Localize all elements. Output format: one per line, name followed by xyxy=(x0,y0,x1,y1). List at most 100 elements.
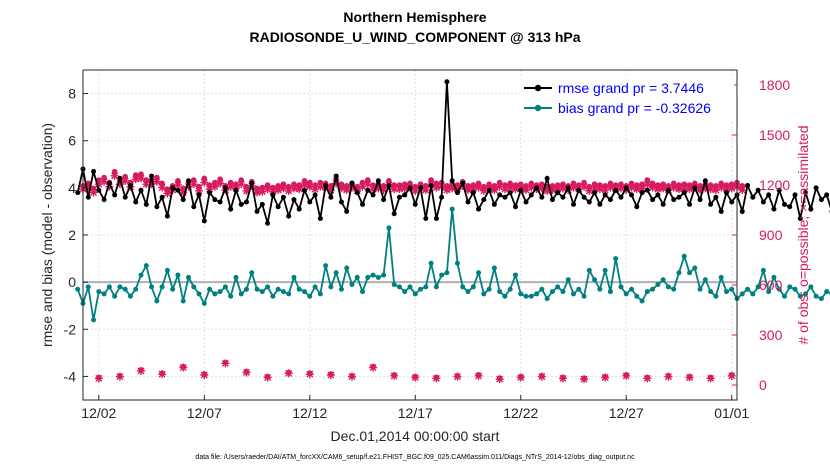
bias-point xyxy=(729,286,735,292)
obs-assimilated-point xyxy=(258,187,267,196)
rmse-point xyxy=(781,201,787,207)
footer-data-file: data file: /Users/raeder/DAI/ATM_forcXX/… xyxy=(195,454,635,461)
bias-point xyxy=(180,298,186,304)
obs-assimilated-point xyxy=(674,185,683,194)
bias-point xyxy=(518,291,524,297)
bias-point xyxy=(776,286,782,292)
bias-point xyxy=(412,291,418,297)
bias-point xyxy=(439,272,445,278)
bias-point xyxy=(91,317,97,323)
obs-assimilated-point xyxy=(632,185,641,194)
rmse-point xyxy=(644,187,650,193)
bias-point xyxy=(423,284,429,290)
bias-point xyxy=(808,284,814,290)
rmse-point xyxy=(476,206,482,212)
obs-assimilated-point xyxy=(110,171,119,180)
bias-point xyxy=(781,293,787,299)
bias-point xyxy=(818,296,824,302)
bias-point xyxy=(254,286,260,292)
obs-assimilated-point xyxy=(548,186,557,194)
rmse-point xyxy=(106,180,112,186)
bias-point xyxy=(528,293,534,299)
obs-assimilated-point xyxy=(200,178,209,187)
obs-assimilated-point xyxy=(643,180,652,189)
bias-point xyxy=(792,286,798,292)
obs-assimilated-point xyxy=(337,184,346,193)
bias-point xyxy=(692,265,698,271)
obs-possible-point xyxy=(681,181,688,187)
obs-possible-point xyxy=(175,178,181,184)
rmse-point xyxy=(681,190,687,196)
rmse-point xyxy=(280,194,286,200)
rmse-point xyxy=(449,178,455,184)
obs-assimilated-point xyxy=(390,371,399,380)
rmse-point xyxy=(792,192,798,198)
obs-possible-point xyxy=(85,180,92,187)
rmse-point xyxy=(470,190,476,196)
bias-point xyxy=(660,277,666,283)
rmse-point xyxy=(112,192,118,198)
series-obs-assimilated xyxy=(79,171,747,198)
bias-point xyxy=(586,267,592,273)
obs-assimilated-point xyxy=(100,177,109,186)
bias-point xyxy=(238,291,244,297)
bias-point xyxy=(344,265,350,271)
obs-assimilated-point xyxy=(464,186,473,194)
rmse-point xyxy=(818,197,824,203)
bias-point xyxy=(702,277,708,283)
bias-point xyxy=(824,289,830,295)
rmse-point xyxy=(502,194,508,200)
rmse-point xyxy=(702,178,708,184)
obs-assimilated-point xyxy=(152,177,161,186)
obs-assimilated-point xyxy=(627,183,636,192)
bias-point xyxy=(723,289,729,295)
bias-point xyxy=(676,270,682,276)
obs-assimilated-point xyxy=(200,371,209,379)
bias-point xyxy=(360,289,366,295)
rmse-point xyxy=(154,204,160,210)
bias-point xyxy=(418,286,424,292)
obs-assimilated-point xyxy=(184,182,193,191)
rmse-point xyxy=(275,204,281,210)
rmse-point xyxy=(571,201,576,207)
obs-assimilated-point xyxy=(189,180,198,189)
obs-assimilated-point xyxy=(638,184,647,193)
obs-assimilated-point xyxy=(237,180,246,189)
bias-point xyxy=(244,286,249,292)
chart-subtitle: RADIOSONDE_U_WIND_COMPONENT @ 313 hPa xyxy=(249,29,580,45)
obs-assimilated-point xyxy=(347,372,356,381)
rmse-point xyxy=(776,187,782,193)
y-tick-label: 6 xyxy=(68,133,76,149)
bias-point xyxy=(613,256,619,262)
bias-point xyxy=(507,286,513,292)
obs-assimilated-point xyxy=(179,363,188,372)
bias-point xyxy=(571,291,576,297)
rmse-point xyxy=(212,197,218,203)
rmse-point xyxy=(381,197,387,203)
bias-point xyxy=(101,291,107,297)
obs-assimilated-point xyxy=(263,373,272,382)
obs-possible-point xyxy=(470,182,477,188)
bias-point xyxy=(750,291,756,297)
bias-point xyxy=(112,293,118,299)
obs-assimilated-point xyxy=(195,186,204,195)
rmse-point xyxy=(718,208,724,214)
obs-possible-point xyxy=(396,182,403,188)
bias-point xyxy=(449,206,455,212)
obs-possible-point xyxy=(612,182,619,188)
obs-possible-point xyxy=(227,179,234,186)
bias-point xyxy=(296,286,302,292)
bias-line xyxy=(76,209,830,321)
obs-assimilated-point xyxy=(432,374,441,383)
obs-possible-point xyxy=(280,181,287,187)
legend-bias-marker xyxy=(534,104,542,112)
obs-possible-point xyxy=(670,180,677,187)
obs-assimilated-point xyxy=(305,370,314,379)
rmse-point xyxy=(170,185,176,191)
obs-assimilated-point xyxy=(326,186,335,194)
y-axis-label: rmse and bias (model - observation) xyxy=(39,123,55,347)
obs-possible-point xyxy=(633,182,640,188)
bias-point xyxy=(766,289,772,295)
rmse-point xyxy=(739,208,745,214)
rmse-point xyxy=(555,190,561,196)
